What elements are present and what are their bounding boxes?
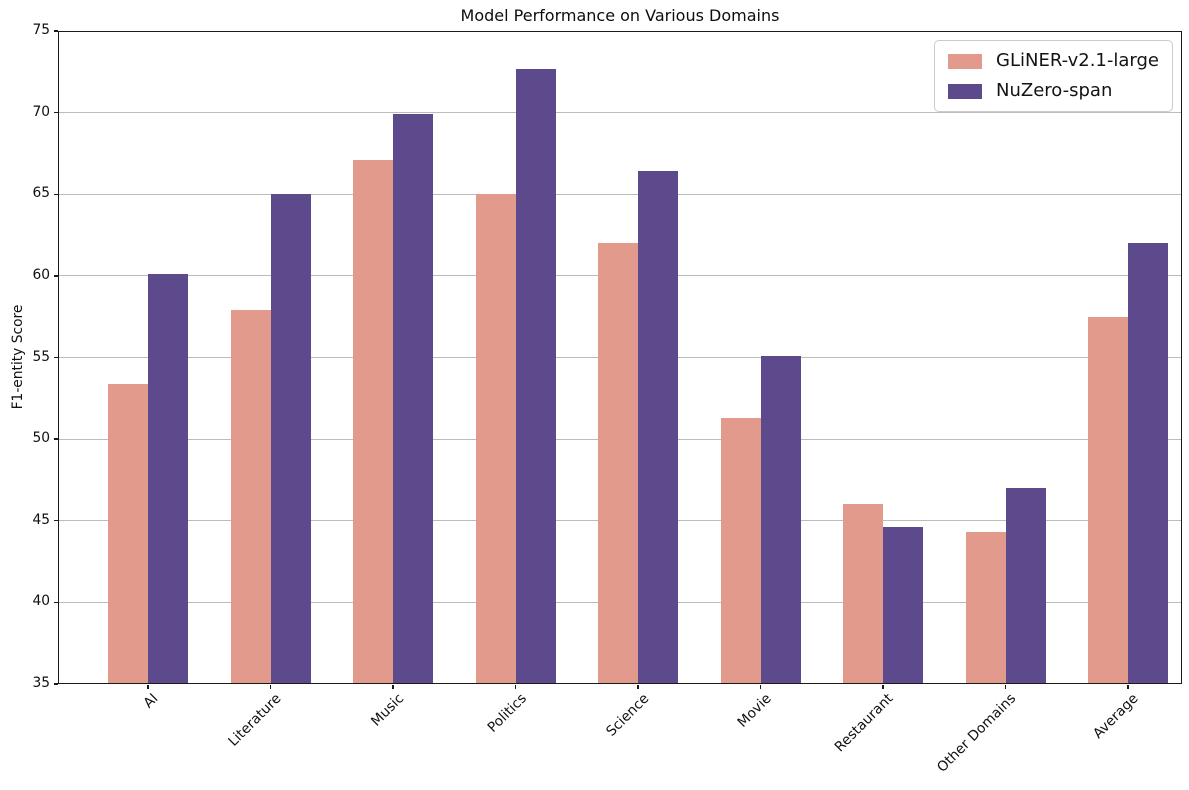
y-tick-label-55: 55 [32, 348, 50, 365]
y-tick-mark-50 [54, 438, 58, 440]
x-tick-label-politics: Politics [484, 690, 530, 736]
y-tick-mark-55 [54, 356, 58, 359]
bar-gliner-v2.1-large-movie [720, 417, 761, 684]
y-tick-label-60: 60 [32, 266, 50, 283]
y-tick-label-45: 45 [32, 511, 50, 528]
legend-swatch-nuzero-icon [948, 83, 982, 99]
y-tick-label-70: 70 [32, 103, 50, 120]
bar-gliner-v2.1-large-music [353, 159, 393, 684]
bar-nuzero-span-music [393, 114, 433, 684]
bar-gliner-v2.1-large-ai [108, 383, 148, 684]
legend: GLiNER-v2.1-large NuZero-span [934, 40, 1173, 113]
bar-gliner-v2.1-large-politics [475, 194, 516, 684]
legend-item-nuzero: NuZero-span [948, 79, 1159, 102]
chart-title: Model Performance on Various Domains [460, 6, 780, 25]
x-tick-label-average: Average [1090, 690, 1142, 742]
y-tick-mark-40 [54, 601, 58, 604]
bar-nuzero-span-other-domains [1005, 488, 1046, 684]
y-tick-label-50: 50 [32, 430, 50, 447]
x-tick-label-literature: Literature [225, 690, 285, 750]
y-tick-mark-70 [54, 111, 58, 114]
bar-nuzero-span-movie [760, 355, 801, 684]
x-tick-mark-politics [514, 684, 517, 689]
x-tick-label-science: Science [602, 690, 652, 740]
y-tick-label-65: 65 [32, 185, 50, 202]
x-tick-mark-restaurant [882, 684, 884, 689]
legend-label-gliner: GLiNER-v2.1-large [996, 50, 1159, 71]
bar-gliner-v2.1-large-literature [230, 310, 271, 684]
bar-gliner-v2.1-large-average [1088, 316, 1128, 684]
x-tick-mark-movie [759, 684, 762, 689]
bar-nuzero-span-science [638, 171, 678, 684]
y-tick-mark-45 [54, 520, 58, 522]
plot-area: GLiNER-v2.1-large NuZero-span [58, 31, 1182, 684]
x-tick-mark-music [392, 684, 394, 689]
x-tick-label-ai: AI [141, 690, 162, 712]
legend-item-gliner: GLiNER-v2.1-large [948, 50, 1159, 72]
x-tick-mark-average [1127, 684, 1129, 689]
gridline-70 [58, 112, 1182, 114]
bar-gliner-v2.1-large-restaurant [843, 504, 883, 684]
legend-swatch-gliner-icon [948, 53, 982, 69]
gridline-65 [58, 193, 1182, 195]
bar-gliner-v2.1-large-science [598, 243, 638, 684]
x-tick-mark-science [637, 684, 639, 689]
y-tick-label-75: 75 [32, 22, 50, 39]
bar-gliner-v2.1-large-other-domains [965, 532, 1006, 684]
x-tick-label-movie: Movie [734, 690, 775, 731]
x-tick-mark-ai [147, 684, 149, 689]
y-tick-label-40: 40 [32, 593, 50, 610]
x-tick-label-music: Music [367, 690, 407, 730]
bar-nuzero-span-average [1128, 243, 1168, 684]
x-tick-label-restaurant: Restaurant [832, 690, 897, 756]
x-tick-mark-literature [269, 684, 272, 689]
bar-nuzero-span-restaurant [883, 527, 923, 684]
legend-label-nuzero: NuZero-span [996, 79, 1113, 101]
x-tick-label-other-domains: Other Domains [934, 690, 1020, 776]
y-tick-mark-65 [54, 193, 58, 195]
y-tick-mark-35 [54, 683, 58, 685]
bar-nuzero-span-ai [148, 274, 188, 684]
y-tick-mark-75 [54, 30, 58, 32]
x-tick-mark-other-domains [1004, 684, 1007, 689]
y-tick-mark-60 [54, 275, 58, 277]
bar-nuzero-span-politics [515, 68, 556, 684]
y-tick-label-35: 35 [32, 675, 50, 692]
bar-nuzero-span-literature [270, 194, 311, 684]
